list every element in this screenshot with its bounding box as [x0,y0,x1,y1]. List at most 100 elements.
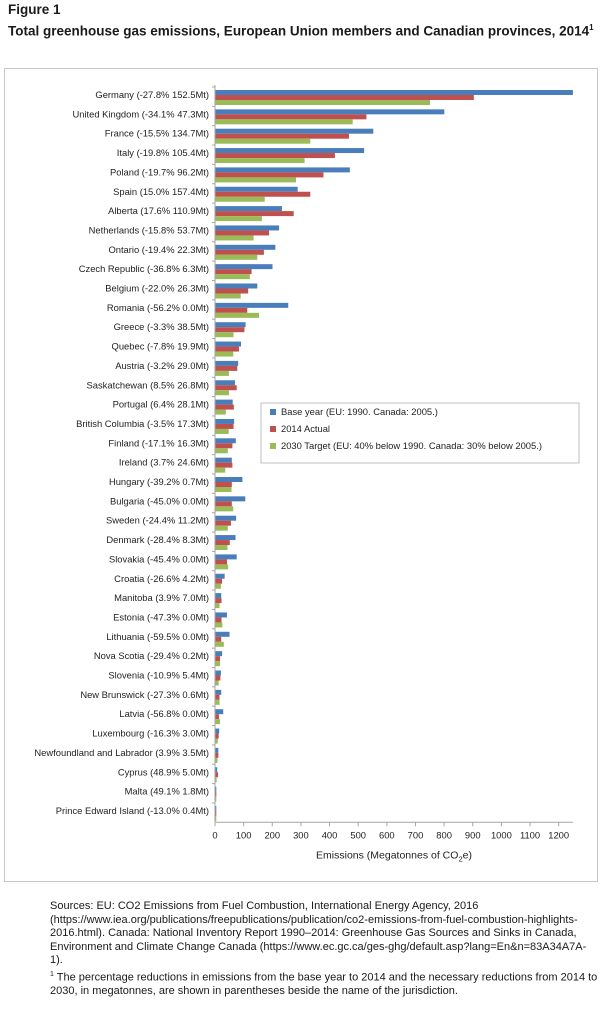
x-axis-title-main: Emissions (Megatonnes of CO [316,849,458,861]
emissions-bar-chart: Germany (-27.8% 152.5Mt) United Kingdom (… [34,85,580,863]
bar-actual-2014 [215,559,227,565]
category-label: United Kingdom (-34.1% 47.3Mt) [72,108,209,119]
category-label: Alberta (17.6% 110.9Mt) [108,205,209,216]
bar-actual-2014 [215,153,335,159]
bar-target-2030 [215,428,229,434]
bar-actual-2014 [215,443,233,449]
bar-actual-2014 [215,636,222,642]
bar-base-year [215,225,280,231]
bar-base-year [215,747,219,753]
x-axis-title-subscript: 2 [458,854,462,863]
category-label: Lithuania (-59.5% 0.0Mt) [106,631,209,642]
x-tick-label: 900 [465,829,481,840]
figure-title: Total greenhouse gas emissions, European… [8,19,600,40]
category-label: Denmark (-28.4% 8.3Mt) [106,534,209,545]
bar-base-year [215,283,258,289]
bar-target-2030 [215,235,254,241]
bar-target-2030 [215,564,229,570]
bar-base-year [215,709,224,715]
category-label: Hungary (-39.2% 0.7Mt) [109,476,209,487]
bar-actual-2014 [215,249,264,255]
category-label: Prince Edward Island (-13.0% 0.4Mt) [56,805,209,816]
x-tick-label: 0 [212,829,217,840]
bar-base-year [215,477,243,482]
bar-base-year [215,689,222,695]
bar-actual-2014 [215,307,248,313]
bar-base-year [215,535,236,541]
legend-label: Base year (EU: 1990. Canada: 2005.) [281,406,438,417]
bar-base-year [215,167,350,173]
bar-base-year [215,805,217,811]
bar-target-2030 [215,274,250,280]
bar-actual-2014 [215,133,349,139]
category-label: Newfoundland and Labrador (3.9% 3.5Mt) [34,747,209,758]
bar-actual-2014 [215,423,234,429]
bar-target-2030 [215,100,431,105]
bar-base-year [215,496,246,502]
category-label: Ontario (-19.4% 22.3Mt) [108,244,209,255]
figure-label: Figure 1 [8,2,61,17]
bar-base-year [215,322,246,328]
bar-base-year [215,457,232,463]
legend-swatch [270,409,276,415]
footnote-text: The percentage reductions in emissions f… [50,971,598,998]
bar-base-year [215,399,233,405]
category-label: Cyprus (48.9% 5.0Mt) [118,766,209,777]
x-tick-label: 700 [408,829,424,840]
bar-base-year [215,612,227,618]
category-label: Croatia (-26.6% 4.2Mt) [114,573,209,584]
bar-base-year [215,554,237,560]
x-axis-title-end: e) [463,849,472,861]
bar-actual-2014 [215,714,219,720]
category-label: Sweden (-24.4% 11.2Mt) [106,515,209,526]
category-label: Portugal (6.4% 28.1Mt) [113,399,209,410]
category-label: Quebec (-7.8% 19.9Mt) [112,341,209,352]
category-label: Spain (15.0% 157.4Mt) [113,186,209,197]
category-label: Finland (-17.1% 16.3Mt) [108,437,209,448]
bar-actual-2014 [215,269,252,275]
bar-base-year [215,90,573,95]
bar-actual-2014 [215,520,231,526]
bar-base-year [215,186,298,192]
bar-actual-2014 [215,772,219,778]
bar-base-year [215,786,217,792]
bar-target-2030 [215,603,220,609]
bar-target-2030 [215,177,296,183]
legend-swatch [270,426,276,432]
bar-actual-2014 [215,191,311,197]
bar-actual-2014 [215,346,239,352]
bar-target-2030 [215,525,228,531]
bar-target-2030 [215,216,262,222]
bar-base-year [215,128,374,134]
category-label: Italy (-19.8% 105.4Mt) [117,147,209,158]
bar-target-2030 [215,661,221,667]
category-label: Nova Scotia (-29.4% 0.2Mt) [94,650,209,661]
bar-target-2030 [215,738,218,744]
legend-label: 2014 Actual [281,423,330,434]
x-tick-label: 100 [236,829,252,840]
category-label: Germany (-27.8% 152.5Mt) [95,89,209,100]
category-label: British Columbia (-3.5% 17.3Mt) [76,418,209,429]
bar-target-2030 [215,254,258,260]
category-label: Latvia (-56.8% 0.0Mt) [119,708,209,719]
bar-target-2030 [215,351,234,357]
bar-base-year [215,438,236,444]
category-label: Romania (-56.2% 0.0Mt) [107,302,209,313]
category-label: Saskatchewan (8.5% 26.8Mt) [87,379,209,390]
bar-target-2030 [215,583,221,589]
bar-target-2030 [215,815,217,821]
bar-target-2030 [215,680,219,686]
bar-target-2030 [215,777,217,783]
category-label: Czech Republic (-36.8% 6.3Mt) [79,263,209,274]
category-label: Luxembourg (-16.3% 3.0Mt) [92,728,209,739]
bar-base-year [215,573,225,579]
bar-target-2030 [215,699,220,705]
bar-base-year [215,728,220,734]
bar-actual-2014 [215,752,219,758]
category-label: Poland (-19.7% 96.2Mt) [110,166,209,177]
bar-base-year [215,360,239,366]
notes: Sources: EU: CO2 Emissions from Fuel Com… [50,900,598,999]
category-label: Malta (49.1% 1.8Mt) [125,786,209,797]
bar-base-year [215,206,282,212]
bar-base-year [215,302,289,308]
